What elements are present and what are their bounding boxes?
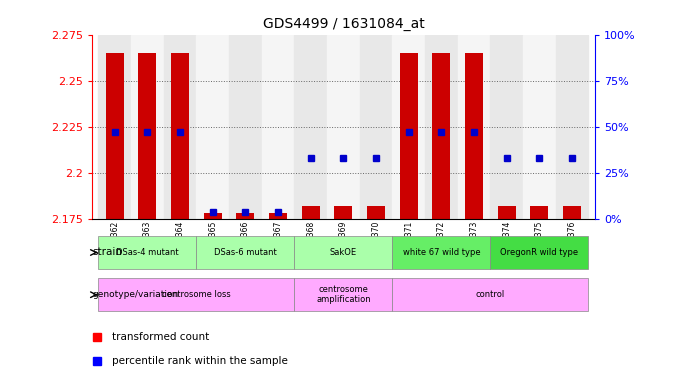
Bar — [563, 206, 581, 219]
Text: DSas-6 mutant: DSas-6 mutant — [214, 248, 277, 257]
Bar — [523, 35, 556, 219]
Text: percentile rank within the sample: percentile rank within the sample — [112, 356, 288, 366]
Text: centrosome loss: centrosome loss — [162, 290, 231, 299]
Bar — [425, 35, 458, 219]
Bar — [327, 35, 360, 219]
Bar — [237, 214, 254, 219]
Bar — [490, 236, 588, 269]
Text: OregonR wild type: OregonR wild type — [500, 248, 579, 257]
Bar — [99, 278, 294, 311]
Bar — [432, 53, 450, 219]
Bar — [99, 35, 131, 219]
Bar — [131, 35, 164, 219]
Bar — [530, 206, 549, 219]
Bar — [164, 35, 197, 219]
Bar — [490, 35, 523, 219]
Text: SakOE: SakOE — [330, 248, 357, 257]
Bar — [392, 236, 490, 269]
Bar — [556, 35, 588, 219]
Bar — [400, 53, 418, 219]
Bar — [458, 35, 490, 219]
Title: GDS4499 / 1631084_at: GDS4499 / 1631084_at — [262, 17, 424, 31]
Bar — [197, 236, 294, 269]
Bar — [360, 35, 392, 219]
Bar — [392, 35, 425, 219]
Bar — [229, 35, 262, 219]
Text: genotype/variation: genotype/variation — [92, 290, 179, 299]
Bar — [105, 53, 124, 219]
Bar — [171, 53, 189, 219]
Bar — [465, 53, 483, 219]
Bar — [269, 214, 287, 219]
Bar — [262, 35, 294, 219]
Bar — [367, 206, 385, 219]
Bar — [392, 278, 588, 311]
Bar — [197, 35, 229, 219]
Bar — [302, 206, 320, 219]
Bar — [335, 206, 352, 219]
Bar — [99, 236, 197, 269]
Text: control: control — [476, 290, 505, 299]
Bar — [294, 278, 392, 311]
Bar — [294, 236, 392, 269]
Text: white 67 wild type: white 67 wild type — [403, 248, 480, 257]
Bar — [204, 214, 222, 219]
Bar — [294, 35, 327, 219]
Bar — [498, 206, 515, 219]
Text: transformed count: transformed count — [112, 331, 209, 341]
Text: DSas-4 mutant: DSas-4 mutant — [116, 248, 179, 257]
Text: strain: strain — [92, 247, 122, 258]
Bar — [138, 53, 156, 219]
Text: centrosome
amplification: centrosome amplification — [316, 285, 371, 305]
